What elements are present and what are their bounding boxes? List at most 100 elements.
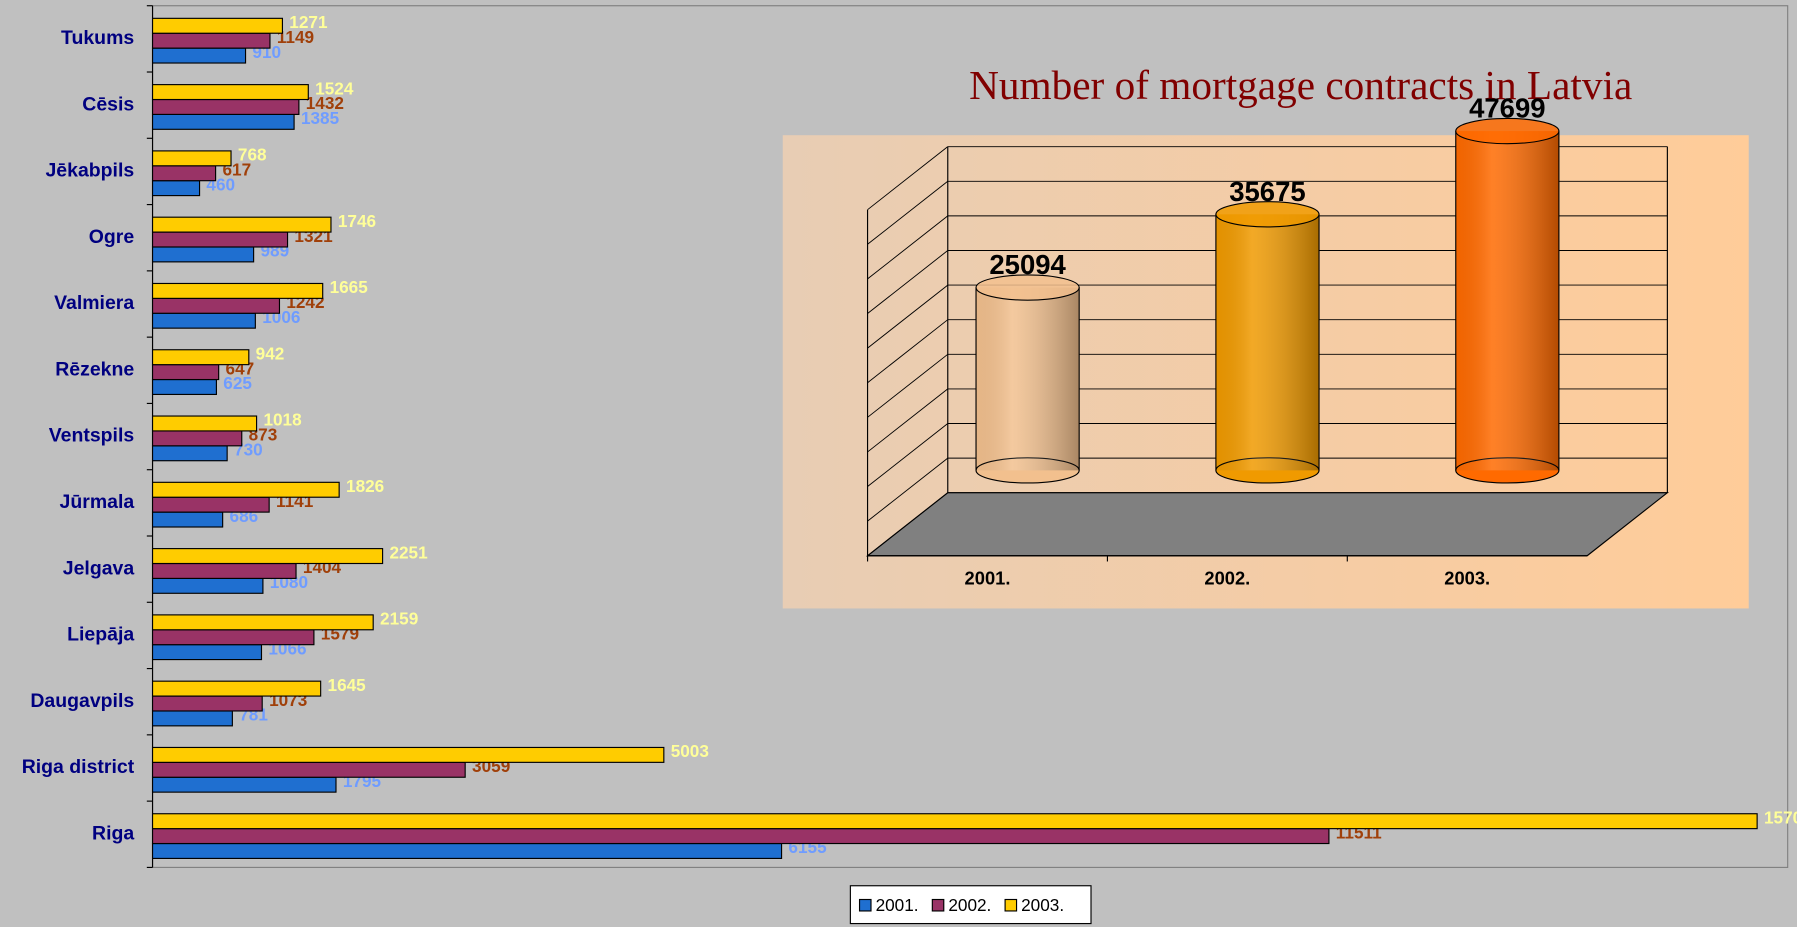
- bar: [151, 614, 374, 631]
- bar: [151, 761, 466, 778]
- bar: [151, 231, 289, 248]
- bar: [151, 150, 232, 167]
- bar: [151, 562, 297, 579]
- legend-swatch: [858, 898, 872, 912]
- bar: [151, 47, 247, 64]
- grid-line: [867, 319, 949, 384]
- value-label: 1385: [301, 108, 340, 128]
- bar: [151, 349, 250, 366]
- bar: [151, 629, 315, 646]
- value-label: 2251: [389, 542, 428, 562]
- bar: [151, 548, 384, 565]
- bar: [151, 165, 217, 182]
- value-label: 5003: [671, 741, 709, 761]
- legend-swatch: [931, 898, 945, 912]
- legend-swatch: [1004, 898, 1018, 912]
- layer: Tukums91011491271Cēsis138514321524Jēkabp…: [22, 5, 1797, 915]
- bar: [151, 842, 783, 859]
- cylinder-top: [1455, 117, 1560, 145]
- y-tick-label: Tukums: [61, 27, 134, 49]
- floor: [865, 492, 1670, 557]
- y-tick-label: Valmiera: [54, 292, 134, 314]
- y-tick-label: Riga district: [22, 756, 135, 778]
- bar: [151, 282, 324, 299]
- bar: [151, 430, 243, 447]
- bar: [151, 297, 281, 314]
- value-label: 1271: [289, 12, 328, 32]
- bar: [151, 644, 263, 661]
- bar: [151, 84, 309, 101]
- y-tick-label: Riga: [92, 822, 134, 844]
- grid-line: [867, 284, 949, 349]
- bar: [151, 364, 220, 381]
- bar: [151, 415, 258, 432]
- bar: [151, 496, 270, 513]
- value-label: 1524: [315, 78, 354, 98]
- grid-line: [867, 423, 949, 487]
- cylinder: [1455, 117, 1560, 484]
- value-label: 1746: [338, 211, 376, 231]
- value-label: 25094: [989, 249, 1066, 280]
- y-tick-label: Jēkabpils: [45, 160, 134, 182]
- cylinder-top: [1215, 201, 1320, 228]
- bar: [151, 695, 263, 712]
- legend-label: 2001.: [876, 895, 919, 915]
- bar: [151, 17, 284, 34]
- bar: [151, 746, 665, 763]
- value-label: 768: [238, 145, 267, 165]
- grid-line: [867, 492, 949, 557]
- bar: [151, 312, 256, 329]
- y-tick-label: Jūrmala: [60, 491, 135, 513]
- value-label: 942: [256, 343, 285, 363]
- value-label: 625: [223, 373, 252, 393]
- y-tick-label: Jelgava: [63, 557, 135, 579]
- grid-line: [867, 180, 949, 245]
- grid-line: [867, 250, 949, 314]
- bar: [151, 113, 295, 130]
- value-label: 1432: [306, 93, 344, 113]
- y-tick-label: Daugavpils: [30, 690, 134, 712]
- bar: [151, 577, 264, 594]
- value-label: 1018: [263, 410, 302, 430]
- legend-label: 2002.: [948, 895, 991, 915]
- value-label: 2159: [380, 609, 418, 629]
- grid-line: [867, 388, 949, 453]
- y-tick-label: Ogre: [89, 226, 135, 248]
- y-tick-label: Ventspils: [49, 425, 135, 447]
- legend: [849, 885, 1092, 925]
- bar: [151, 246, 255, 263]
- cylinder-shade: [1215, 214, 1320, 471]
- bar: [151, 776, 337, 793]
- value-label: 1826: [346, 476, 384, 496]
- cylinder: [1215, 201, 1320, 484]
- x-tick-label: 2003.: [1444, 568, 1490, 589]
- x-tick-label: 2001.: [965, 568, 1011, 589]
- bar: [151, 445, 228, 462]
- cylinder-shade: [1455, 131, 1559, 471]
- value-label: 1665: [330, 277, 369, 297]
- bar: [151, 828, 1330, 845]
- value-label: 15701: [1764, 807, 1797, 827]
- bar: [151, 511, 224, 528]
- bar: [151, 680, 322, 697]
- cylinder-shade: [976, 287, 1080, 471]
- grid-line: [867, 215, 949, 280]
- value-label: 35675: [1229, 176, 1305, 207]
- value-label: 1149: [277, 27, 314, 47]
- legend-label: 2003.: [1021, 895, 1064, 915]
- y-tick-label: Cēsis: [82, 93, 134, 115]
- cylinder-top: [975, 274, 1080, 301]
- grid-line: [867, 146, 949, 211]
- bar: [151, 180, 201, 197]
- value-label: 1645: [328, 675, 367, 695]
- y-tick-label: Liepāja: [67, 624, 134, 646]
- bar: [151, 32, 271, 49]
- cylinder: [975, 274, 1080, 484]
- bar: [151, 710, 233, 727]
- bar: [151, 98, 300, 115]
- bar: [151, 378, 217, 396]
- bar: [151, 216, 332, 233]
- grid-line: [867, 353, 949, 418]
- grid-line: [867, 457, 949, 522]
